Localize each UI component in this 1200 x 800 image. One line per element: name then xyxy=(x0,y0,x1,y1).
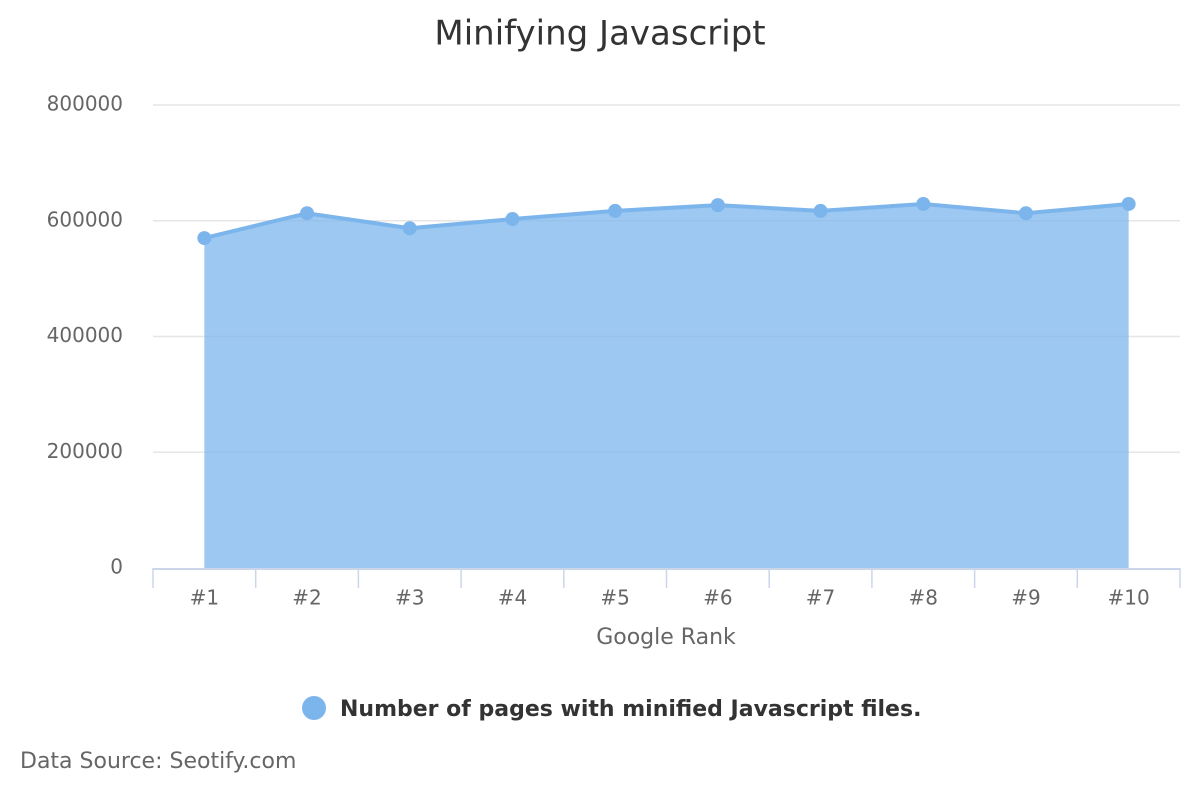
y-tick-label: 800000 xyxy=(47,92,123,116)
y-tick-label: 400000 xyxy=(47,323,123,347)
legend-symbol xyxy=(302,696,326,720)
x-tick-label: #6 xyxy=(703,586,732,610)
x-axis-title: Google Rank xyxy=(596,625,736,650)
credits: Data Source: Seotify.com xyxy=(20,749,296,774)
data-point xyxy=(608,203,623,218)
y-tick-label: 600000 xyxy=(47,207,123,231)
data-point xyxy=(1018,206,1033,221)
data-point xyxy=(402,221,417,236)
x-tick-label: #7 xyxy=(806,586,835,610)
x-tick-label: #8 xyxy=(909,586,938,610)
x-tick-label: #3 xyxy=(395,586,424,610)
legend-label: Number of pages with minified Javascript… xyxy=(340,697,921,722)
y-tick-label: 0 xyxy=(110,555,123,579)
x-tick-label: #10 xyxy=(1108,586,1150,610)
x-tick-label: #1 xyxy=(190,586,219,610)
y-tick-label: 200000 xyxy=(47,439,123,463)
data-point xyxy=(197,231,212,246)
x-tick-label: #4 xyxy=(498,586,527,610)
x-tick-label: #9 xyxy=(1011,586,1040,610)
data-point xyxy=(1121,196,1136,211)
x-tick-label: #2 xyxy=(292,586,321,610)
data-point xyxy=(813,203,828,218)
chart-title: Minifying Javascript xyxy=(434,14,765,54)
data-point xyxy=(710,198,725,213)
data-point xyxy=(505,212,520,227)
area-line xyxy=(203,201,1129,241)
data-point xyxy=(916,196,931,211)
data-point xyxy=(300,206,315,221)
area-fill xyxy=(204,203,1129,568)
x-tick-label: #5 xyxy=(600,586,629,610)
